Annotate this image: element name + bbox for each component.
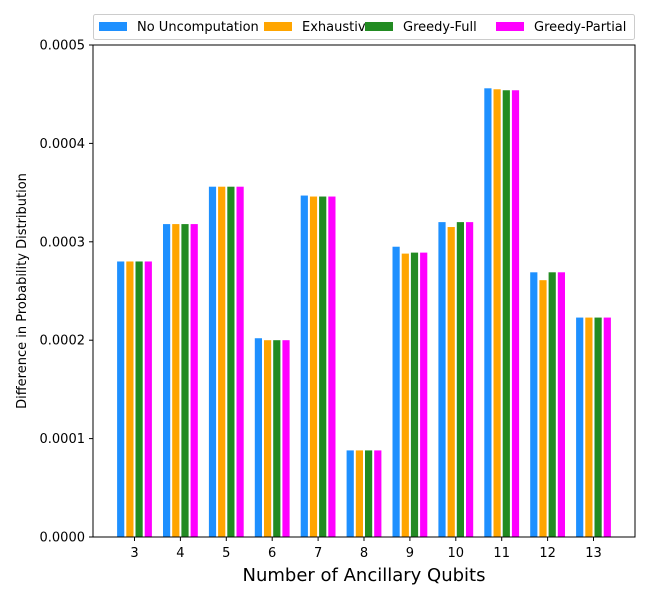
bar-greedy-full-4 — [181, 224, 189, 537]
bar-greedy-full-7 — [319, 196, 327, 538]
y-tick-label: 0.0000 — [40, 531, 86, 546]
legend-swatch — [496, 22, 524, 31]
x-tick-label: 6 — [268, 546, 276, 561]
bar-greedy-partial-6 — [282, 340, 290, 537]
bar-exhaustive-8 — [355, 450, 363, 537]
bar-no-uncomputation-13 — [576, 317, 584, 537]
bar-greedy-full-6 — [273, 340, 281, 537]
x-tick-label: 8 — [360, 546, 368, 561]
bar-exhaustive-11 — [493, 89, 501, 537]
bar-greedy-full-3 — [135, 261, 143, 537]
y-tick-label: 0.0005 — [40, 39, 86, 54]
bar-no-uncomputation-11 — [484, 88, 492, 538]
bar-exhaustive-5 — [218, 186, 226, 537]
y-tick-label: 0.0002 — [40, 334, 86, 349]
legend-label: Greedy-Full — [403, 20, 477, 35]
bar-exhaustive-6 — [264, 340, 272, 537]
legend-label: Exhaustive — [302, 20, 374, 35]
legend-label: Greedy-Partial — [534, 20, 626, 35]
x-tick-label: 7 — [314, 546, 322, 561]
bar-greedy-partial-10 — [466, 222, 474, 537]
bar-greedy-partial-5 — [236, 186, 244, 537]
x-tick-label: 11 — [493, 546, 510, 561]
bar-no-uncomputation-12 — [530, 272, 538, 537]
bar-greedy-partial-3 — [144, 261, 152, 537]
x-tick-label: 5 — [222, 546, 230, 561]
bar-exhaustive-10 — [447, 227, 455, 538]
bar-greedy-full-13 — [594, 317, 602, 537]
bar-no-uncomputation-5 — [208, 186, 217, 537]
bar-exhaustive-3 — [126, 261, 134, 537]
bar-no-uncomputation-8 — [346, 450, 354, 537]
plot-frame — [92, 44, 636, 538]
bar-no-uncomputation-4 — [163, 224, 171, 537]
bar-greedy-full-8 — [365, 450, 373, 537]
x-tick-label: 10 — [448, 546, 465, 561]
bar-greedy-partial-12 — [557, 272, 565, 537]
bar-exhaustive-4 — [172, 224, 180, 537]
bar-greedy-full-11 — [502, 90, 510, 537]
x-tick-label: 4 — [176, 546, 184, 561]
bar-greedy-partial-11 — [511, 90, 520, 537]
bar-greedy-partial-7 — [328, 196, 336, 538]
legend-swatch — [365, 22, 393, 31]
x-tick-label: 3 — [130, 546, 138, 561]
bar-greedy-partial-9 — [420, 252, 428, 537]
bar-no-uncomputation-9 — [392, 246, 400, 537]
bar-greedy-partial-13 — [603, 317, 611, 537]
bar-greedy-partial-8 — [374, 450, 382, 537]
y-tick-label: 0.0004 — [40, 137, 86, 152]
x-tick-label: 9 — [406, 546, 414, 561]
bar-no-uncomputation-7 — [300, 195, 308, 538]
x-tick-label: 12 — [539, 546, 556, 561]
legend-swatch — [264, 22, 292, 31]
bar-exhaustive-7 — [309, 196, 318, 538]
bar-greedy-full-10 — [456, 222, 464, 537]
bar-no-uncomputation-6 — [254, 338, 262, 537]
bar-no-uncomputation-3 — [117, 261, 125, 537]
x-tick-label: 13 — [585, 546, 602, 561]
legend-label: No Uncomputation — [137, 20, 259, 35]
bar-greedy-partial-4 — [190, 224, 198, 537]
legend-frame — [93, 14, 635, 40]
bar-greedy-full-9 — [410, 252, 419, 537]
bar-no-uncomputation-10 — [438, 222, 446, 537]
y-axis-label: Difference in Probability Distribution — [15, 173, 30, 409]
bars-group — [117, 88, 611, 538]
bar-exhaustive-13 — [585, 317, 593, 537]
y-tick-label: 0.0003 — [40, 235, 86, 250]
bar-greedy-full-5 — [227, 186, 235, 537]
x-axis-label: Number of Ancillary Qubits — [243, 565, 486, 586]
legend: No Uncomputation Exhaustive Greedy-Full Gre… — [93, 14, 635, 40]
bar-greedy-full-12 — [548, 272, 556, 537]
x-axis: 3 4 5 6 7 8 9 10 11 12 13 — [130, 537, 602, 561]
bar-exhaustive-9 — [401, 253, 409, 538]
y-tick-label: 0.0001 — [40, 432, 86, 447]
bar-exhaustive-12 — [539, 280, 547, 537]
legend-swatch — [99, 22, 127, 31]
y-axis: 0.0000 0.0001 0.0002 0.0003 0.0004 0.0005 — [40, 39, 93, 546]
